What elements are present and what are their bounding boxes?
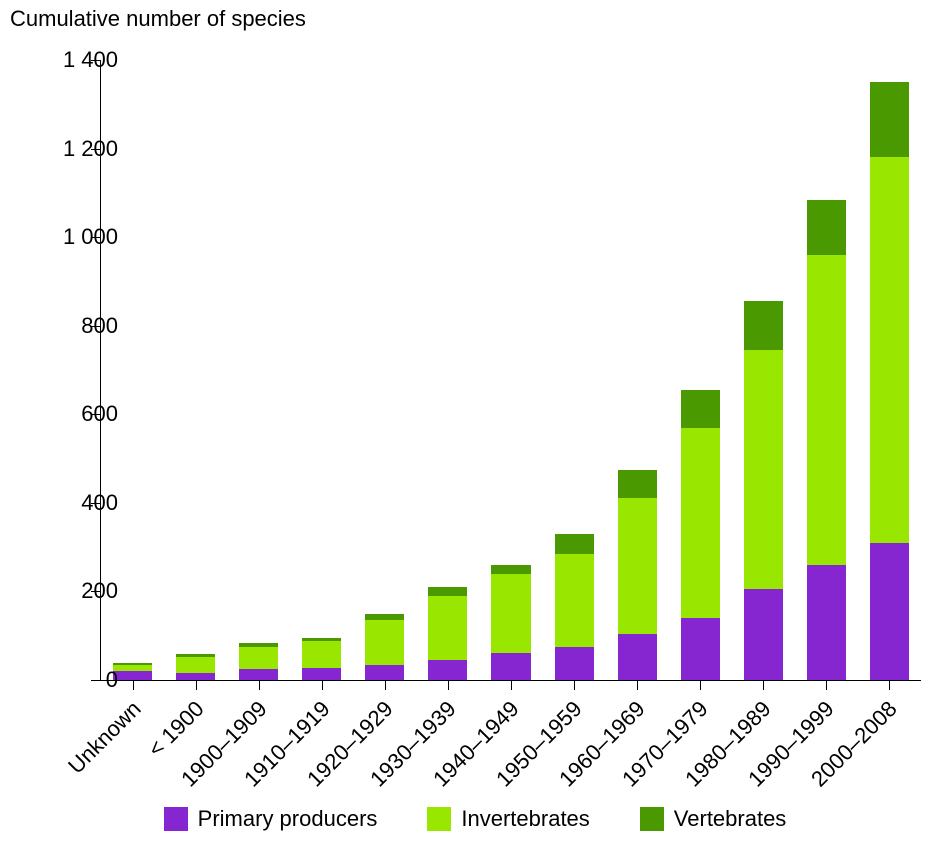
bar-segment [428, 660, 467, 680]
x-tick [259, 680, 260, 690]
y-tick-label: 1 200 [63, 136, 118, 162]
bar-segment [302, 668, 341, 680]
bar-segment [681, 390, 720, 428]
bar-segment [744, 350, 783, 589]
x-tick [448, 680, 449, 690]
y-tick-label: 1 000 [63, 224, 118, 250]
y-tick-label: 600 [81, 401, 118, 427]
x-tick [574, 680, 575, 690]
bar-segment [176, 657, 215, 674]
bar-segment [681, 618, 720, 680]
bar-segment [618, 634, 657, 681]
bar-segment [807, 255, 846, 565]
y-tick-label: 400 [81, 490, 118, 516]
bar-segment [365, 614, 404, 621]
legend-label: Invertebrates [461, 806, 589, 832]
y-tick-label: 200 [81, 578, 118, 604]
bar-segment [807, 200, 846, 255]
y-tick-label: 1 400 [63, 47, 118, 73]
bar-segment [555, 534, 594, 554]
x-tick [889, 680, 890, 690]
bar-segment [113, 671, 152, 680]
x-tick [637, 680, 638, 690]
bar-segment [428, 587, 467, 596]
bar-segment [365, 620, 404, 664]
x-tick [133, 680, 134, 690]
legend-label: Vertebrates [674, 806, 787, 832]
bar-segment [870, 82, 909, 157]
bar-segment [744, 301, 783, 350]
bar-segment [113, 663, 152, 665]
bar-segment [618, 498, 657, 633]
bar-segment [239, 643, 278, 647]
legend-item: Vertebrates [640, 806, 787, 832]
species-chart: Cumulative number of species Primary pro… [0, 0, 950, 842]
x-tick [385, 680, 386, 690]
legend-label: Primary producers [198, 806, 378, 832]
bar-segment [681, 428, 720, 618]
bar-segment [365, 665, 404, 681]
x-tick [700, 680, 701, 690]
bar-segment [870, 157, 909, 542]
legend-swatch [640, 807, 664, 831]
bar-segment [807, 565, 846, 680]
legend: Primary producers Invertebrates Vertebrate… [0, 806, 950, 832]
bar-segment [239, 647, 278, 669]
x-tick [511, 680, 512, 690]
y-tick-label: 0 [106, 667, 118, 693]
y-tick [91, 680, 101, 681]
x-tick [196, 680, 197, 690]
legend-item: Primary producers [164, 806, 378, 832]
bar-segment [302, 638, 341, 642]
bar-segment [176, 654, 215, 656]
legend-swatch [164, 807, 188, 831]
bar-segment [491, 565, 530, 574]
y-axis-title: Cumulative number of species [10, 6, 306, 32]
x-tick [763, 680, 764, 690]
bar-segment [176, 673, 215, 680]
bar-segment [555, 554, 594, 647]
bar-segment [491, 574, 530, 654]
legend-swatch [427, 807, 451, 831]
legend-item: Invertebrates [427, 806, 589, 832]
plot-area [100, 60, 921, 681]
bar-segment [870, 543, 909, 680]
bar-segment [744, 589, 783, 680]
bar-segment [491, 653, 530, 680]
bar-segment [555, 647, 594, 680]
x-tick [322, 680, 323, 690]
bar-segment [428, 596, 467, 660]
bar-segment [618, 470, 657, 499]
x-tick [826, 680, 827, 690]
x-tick-label: Unknown [63, 696, 146, 779]
y-tick-label: 800 [81, 313, 118, 339]
bar-segment [302, 641, 341, 668]
bar-segment [113, 665, 152, 672]
bar-segment [239, 669, 278, 680]
